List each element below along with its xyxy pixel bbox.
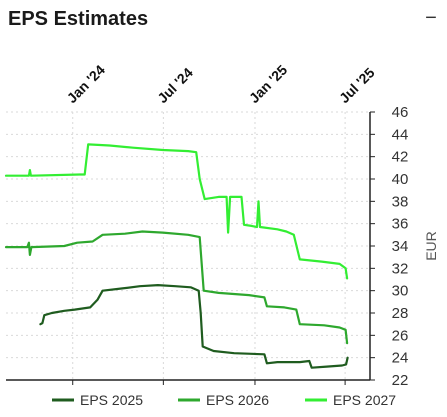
x-tick-label: Jul '24 [154, 64, 196, 106]
series-line-eps-2025[interactable] [39, 284, 349, 369]
y-tick-label: 30 [392, 283, 409, 300]
legend-label: EPS 2027 [333, 392, 396, 408]
y-tick-label: 44 [392, 126, 409, 143]
legend-label: EPS 2025 [80, 392, 143, 408]
chart-title: EPS Estimates [8, 8, 149, 30]
y-tick-label: 26 [392, 327, 409, 344]
chart-header: EPS Estimates − [8, 6, 439, 36]
x-tick-label: Jan '24 [64, 61, 109, 106]
series-line-eps-2027[interactable] [4, 143, 349, 280]
y-tick-label: 38 [392, 193, 409, 210]
y-tick-label: 32 [392, 260, 409, 277]
y-tick-label: 34 [392, 238, 409, 255]
y-tick-label: 46 [392, 104, 409, 121]
chart-legend: EPS 2025 EPS 2026 EPS 2027 [52, 392, 396, 408]
x-tick-label: Jan '25 [246, 61, 291, 106]
legend-label: EPS 2026 [206, 392, 269, 408]
y-tick-label: 40 [392, 171, 409, 188]
collapse-icon[interactable]: − [425, 7, 437, 29]
y-tick-label: 22 [392, 372, 409, 389]
x-axis-ticks: Jan '24 Jul '24 Jan '25 Jul '25 [64, 61, 378, 385]
y-tick-label: 42 [392, 149, 409, 166]
series-layer [4, 143, 349, 369]
legend-item-eps-2027[interactable]: EPS 2027 [305, 392, 396, 408]
legend-item-eps-2025[interactable]: EPS 2025 [52, 392, 143, 408]
y-tick-label: 24 [392, 350, 409, 367]
series-line-eps-2026[interactable] [4, 230, 349, 345]
y-tick-label: 28 [392, 305, 409, 322]
x-tick-label: Jul '25 [336, 64, 378, 106]
y-axis-ticks: 22 24 26 28 30 32 34 36 38 40 42 44 46 [370, 104, 408, 389]
y-axis-label: EUR [423, 231, 439, 261]
y-tick-label: 36 [392, 216, 409, 233]
legend-item-eps-2026[interactable]: EPS 2026 [178, 392, 269, 408]
